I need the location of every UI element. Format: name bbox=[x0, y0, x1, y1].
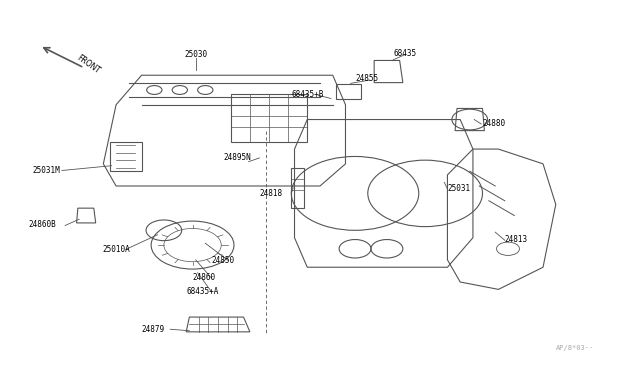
Text: 24860B: 24860B bbox=[28, 220, 56, 229]
Text: 68435+A: 68435+A bbox=[186, 287, 218, 296]
Text: 25031: 25031 bbox=[447, 185, 470, 193]
Text: 68435: 68435 bbox=[394, 49, 417, 58]
Text: FRONT: FRONT bbox=[75, 53, 101, 75]
Text: 24880: 24880 bbox=[483, 119, 506, 128]
Text: 25030: 25030 bbox=[184, 51, 207, 60]
Text: 24895N: 24895N bbox=[223, 153, 251, 162]
Text: 24813: 24813 bbox=[505, 235, 528, 244]
Text: 68435+B: 68435+B bbox=[291, 90, 324, 99]
Text: 24818: 24818 bbox=[260, 189, 283, 198]
Text: 25010A: 25010A bbox=[102, 245, 130, 254]
Text: 24860: 24860 bbox=[193, 273, 216, 282]
Text: AP/8*03··: AP/8*03·· bbox=[556, 346, 594, 352]
Text: 24855: 24855 bbox=[355, 74, 378, 83]
Text: 24879: 24879 bbox=[141, 325, 164, 334]
Text: 24850: 24850 bbox=[212, 256, 235, 265]
Text: 25031M: 25031M bbox=[32, 166, 60, 175]
